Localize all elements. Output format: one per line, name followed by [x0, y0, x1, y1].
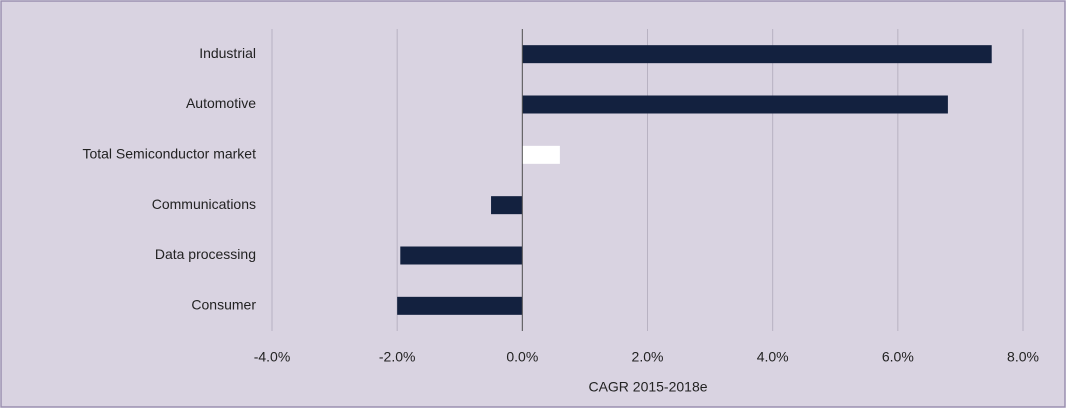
- bar: [522, 145, 560, 164]
- bar: [491, 196, 523, 215]
- y-tick-label: Total Semiconductor market: [82, 146, 256, 162]
- x-tick-label: 6.0%: [882, 349, 914, 365]
- x-tick-label: 8.0%: [1007, 349, 1039, 365]
- bar: [522, 45, 992, 64]
- y-tick-label: Automotive: [186, 95, 256, 111]
- y-tick-label: Industrial: [199, 45, 256, 61]
- bar: [400, 246, 523, 265]
- x-tick-label: 0.0%: [506, 349, 538, 365]
- x-tick-label: -2.0%: [379, 349, 416, 365]
- x-tick-label: -4.0%: [254, 349, 291, 365]
- x-tick-label: 2.0%: [632, 349, 664, 365]
- x-tick-label: 4.0%: [757, 349, 789, 365]
- bar: [522, 95, 948, 114]
- y-tick-label: Communications: [152, 196, 256, 212]
- bar: [397, 296, 523, 315]
- y-tick-label: Data processing: [155, 246, 256, 262]
- x-axis-label: CAGR 2015-2018e: [588, 379, 707, 395]
- y-tick-label: Consumer: [191, 297, 256, 313]
